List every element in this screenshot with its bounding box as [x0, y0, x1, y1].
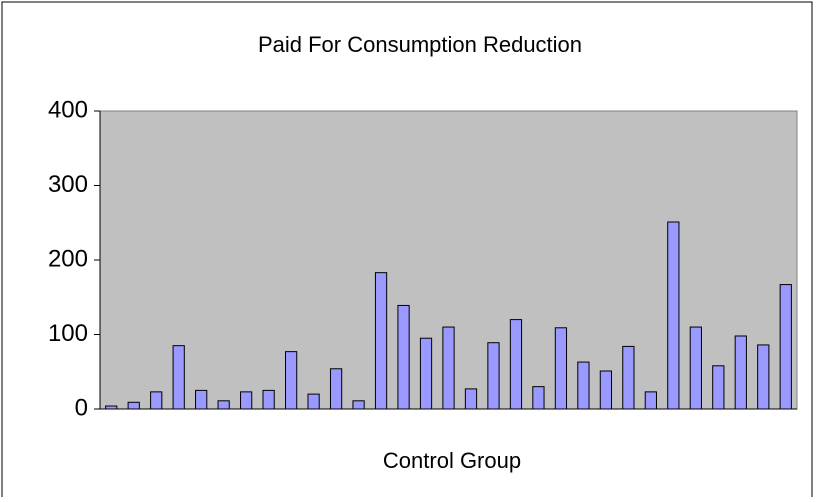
bar [689, 326, 702, 410]
bar [667, 221, 680, 410]
bar [442, 326, 455, 410]
bar [195, 389, 208, 410]
bar [172, 345, 185, 410]
bar [262, 389, 275, 410]
bar [464, 388, 478, 410]
bar [150, 391, 163, 410]
bar [217, 400, 230, 410]
y-tick-label: 400 [48, 96, 88, 123]
bar [329, 368, 343, 410]
bar [554, 327, 568, 410]
bar [532, 386, 545, 410]
y-tick-label: 0 [75, 394, 88, 421]
bar [397, 304, 410, 410]
bar [127, 401, 140, 410]
bar [240, 391, 253, 410]
bar [734, 335, 747, 410]
bar [577, 361, 590, 410]
y-tick-label: 200 [48, 245, 88, 272]
y-tick-label: 300 [48, 171, 88, 198]
chart-title: Paid For Consumption Reduction [258, 32, 582, 57]
bar [352, 400, 365, 410]
bar [105, 405, 118, 410]
bar [509, 319, 523, 410]
bar [307, 393, 320, 410]
bar [419, 337, 433, 410]
bar [712, 365, 725, 410]
bar [374, 272, 388, 410]
bar [622, 345, 635, 410]
y-tick-label: 100 [48, 320, 88, 347]
x-axis-label: Control Group [383, 448, 521, 473]
bar [487, 342, 500, 410]
bar [284, 351, 298, 410]
bar [779, 284, 792, 410]
bar [599, 370, 613, 410]
bar [644, 391, 657, 410]
bar [757, 344, 770, 410]
